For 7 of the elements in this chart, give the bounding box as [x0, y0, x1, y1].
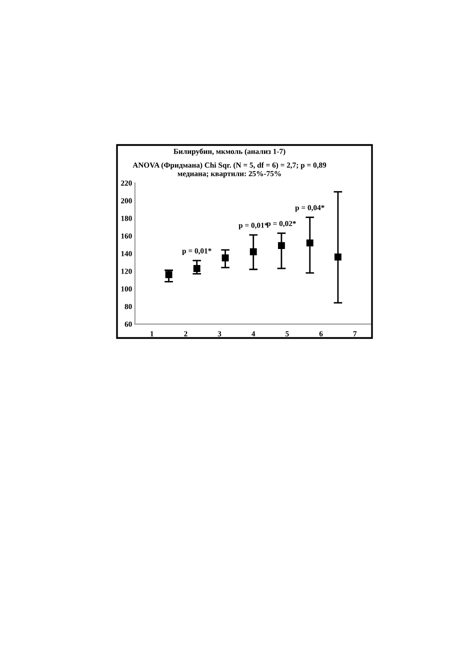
point — [306, 239, 314, 246]
point — [193, 265, 200, 272]
point — [165, 271, 172, 278]
point — [334, 254, 342, 260]
point — [278, 242, 285, 250]
point — [250, 248, 257, 256]
point — [222, 254, 229, 262]
